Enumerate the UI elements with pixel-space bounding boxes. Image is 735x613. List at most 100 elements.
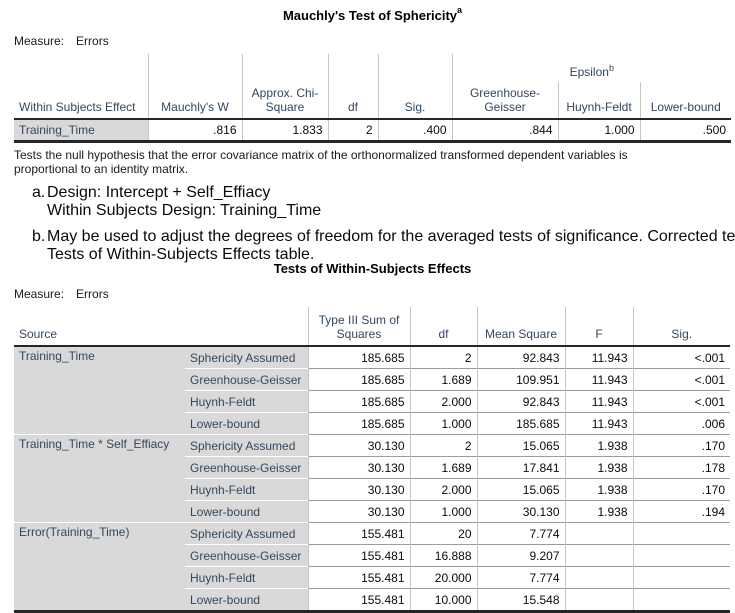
table-row: Training_Time * Self_Effiacy Sphericity … — [14, 434, 730, 523]
table-row: Huynh-Feldt 30.130 2.000 15.065 1.938 .1… — [14, 478, 730, 501]
cell-chi-square: 1.833 — [241, 119, 328, 143]
col-header-approx-chi-square: Approx. Chi-Square — [241, 82, 328, 120]
measure-value: Errors — [76, 34, 109, 48]
measure-value: Errors — [76, 287, 109, 301]
col-header-epsilon: Epsilonb — [451, 54, 732, 82]
col-header-lower-bound: Lower-bound — [639, 82, 732, 120]
cell-sig: .006 — [632, 412, 730, 435]
cell-ms: 17.841 — [476, 456, 565, 479]
cell-df: 20 — [409, 522, 477, 545]
cell-df: 10.000 — [409, 588, 477, 613]
cell-f: 11.943 — [564, 368, 633, 391]
cell-df: 1.689 — [409, 368, 477, 391]
cell-sig — [632, 522, 730, 545]
table-row: Error(Training_Time) Sphericity Assumed … — [14, 522, 730, 613]
within-effects-measure-line: Measure: Errors — [14, 287, 731, 301]
cell-df: 2 — [327, 119, 378, 143]
col-header-df: df — [409, 307, 477, 347]
cell-effect: Training_Time — [14, 119, 148, 143]
footnote-a: a. Design: Intercept + Self_Effiacy With… — [32, 184, 731, 220]
cell-sig: .178 — [632, 456, 730, 479]
cell-ss: 185.685 — [307, 345, 410, 369]
cell-df: 2 — [409, 345, 477, 369]
cell-correction: Huynh-Feldt — [185, 566, 308, 589]
table-row: Huynh-Feldt 155.481 20.000 7.774 — [14, 566, 730, 589]
footnote-b-marker: b. — [32, 228, 46, 245]
cell-ms: 15.065 — [476, 434, 565, 457]
mauchly-measure-line: Measure: Errors — [14, 34, 731, 48]
cell-f — [564, 588, 633, 613]
cell-ss: 155.481 — [307, 588, 410, 613]
cell-correction: Sphericity Assumed — [185, 434, 308, 457]
cell-ss: 155.481 — [307, 544, 410, 567]
col-header-df: df — [327, 82, 378, 120]
table-row: Lower-bound 185.685 1.000 185.685 11.943… — [14, 412, 730, 435]
epsilon-header-row: Epsilonb — [14, 54, 732, 82]
cell-f: 1.938 — [564, 434, 633, 457]
col-header-mean-square: Mean Square — [476, 307, 565, 347]
cell-ms: 7.774 — [476, 522, 565, 545]
cell-correction: Sphericity Assumed — [185, 522, 308, 545]
cell-ms: 92.843 — [476, 345, 565, 369]
cell-sig: <.001 — [632, 368, 730, 391]
cell-correction: Greenhouse-Geisser — [185, 456, 308, 479]
cell-f — [564, 566, 633, 589]
within-effects-column-header-row: Source Type III Sum of Squares df Mean S… — [14, 307, 730, 347]
measure-label: Measure: — [14, 34, 65, 48]
cell-df: 1.000 — [409, 500, 477, 523]
within-subjects-effects-section: Tests of Within-Subjects Effects Measure… — [14, 261, 731, 613]
cell-sig — [632, 544, 730, 567]
table-row: Training_Time Sphericity Assumed 185.685… — [14, 345, 730, 435]
cell-sig: <.001 — [632, 390, 730, 413]
cell-correction: Greenhouse-Geisser — [185, 368, 308, 391]
note-line: Tests the null hypothesis that the error… — [14, 148, 628, 162]
mauchly-table: Epsilonb Within Subjects Effect Mauchly'… — [14, 54, 732, 143]
col-header-huynh-feldt: Huynh-Feldt — [557, 82, 640, 120]
cell-ss: 185.685 — [307, 390, 410, 413]
cell-ss: 30.130 — [307, 478, 410, 501]
col-header-sig: Sig. — [632, 307, 730, 347]
cell-correction: Huynh-Feldt — [185, 478, 308, 501]
mauchly-column-header-row: Within Subjects Effect Mauchly's W Appro… — [14, 82, 732, 120]
cell-correction: Lower-bound — [185, 588, 308, 613]
mauchly-title-text: Mauchly's Test of Sphericity — [282, 8, 458, 23]
cell-df: 1.689 — [409, 456, 477, 479]
cell-df: 2.000 — [409, 478, 477, 501]
cell-sig: <.001 — [632, 345, 730, 369]
cell-sig — [632, 588, 730, 613]
cell-correction: Sphericity Assumed — [185, 345, 308, 369]
col-header-mauchlys-w: Mauchly's W — [147, 82, 242, 120]
cell-ms: 109.951 — [476, 368, 565, 391]
table-note: Tests the null hypothesis that the error… — [14, 148, 731, 176]
cell-sig: .194 — [632, 500, 730, 523]
cell-df: 2 — [409, 434, 477, 457]
mauchly-test-section: Mauchly's Test of Sphericitya Measure: Er… — [14, 5, 735, 264]
table-row: Training_Time .816 1.833 2 .400 .844 1.0… — [14, 119, 732, 143]
cell-ss: 30.130 — [307, 434, 410, 457]
cell-df: 20.000 — [409, 566, 477, 589]
table-row: Greenhouse-Geisser 185.685 1.689 109.951… — [14, 368, 730, 391]
within-effects-table: Source Type III Sum of Squares df Mean S… — [14, 307, 730, 613]
footnote-a-line: Within Subjects Design: Training_Time — [47, 202, 322, 219]
cell-ms: 15.065 — [476, 478, 565, 501]
cell-f — [564, 522, 633, 545]
cell-f: 11.943 — [564, 345, 633, 369]
col-header-within-subjects-effect: Within Subjects Effect — [14, 82, 148, 120]
cell-lower-bound: .500 — [639, 119, 732, 143]
measure-label: Measure: — [14, 287, 65, 301]
table-row: Lower-bound 30.130 1.000 30.130 1.938 .1… — [14, 500, 730, 523]
cell-sig: .170 — [632, 434, 730, 457]
cell-f: 11.943 — [564, 412, 633, 435]
footnote-b-line: Tests of Within-Subjects Effects table. — [47, 246, 315, 263]
cell-df: 16.888 — [409, 544, 477, 567]
within-effects-table-title: Tests of Within-Subjects Effects — [273, 261, 472, 276]
cell-greenhouse-geisser: .844 — [451, 119, 558, 143]
col-header-type-iii-sum-of-squares: Type III Sum of Squares — [307, 307, 410, 347]
cell-ss: 30.130 — [307, 500, 410, 523]
epsilon-label: Epsilon — [569, 65, 609, 79]
mauchly-table-title: Mauchly's Test of Sphericitya — [14, 5, 731, 23]
cell-f: 1.938 — [564, 478, 633, 501]
cell-sig: .400 — [377, 119, 452, 143]
table-row: Greenhouse-Geisser 155.481 16.888 9.207 — [14, 544, 730, 567]
note-line: proportional to an identity matrix. — [14, 162, 189, 176]
